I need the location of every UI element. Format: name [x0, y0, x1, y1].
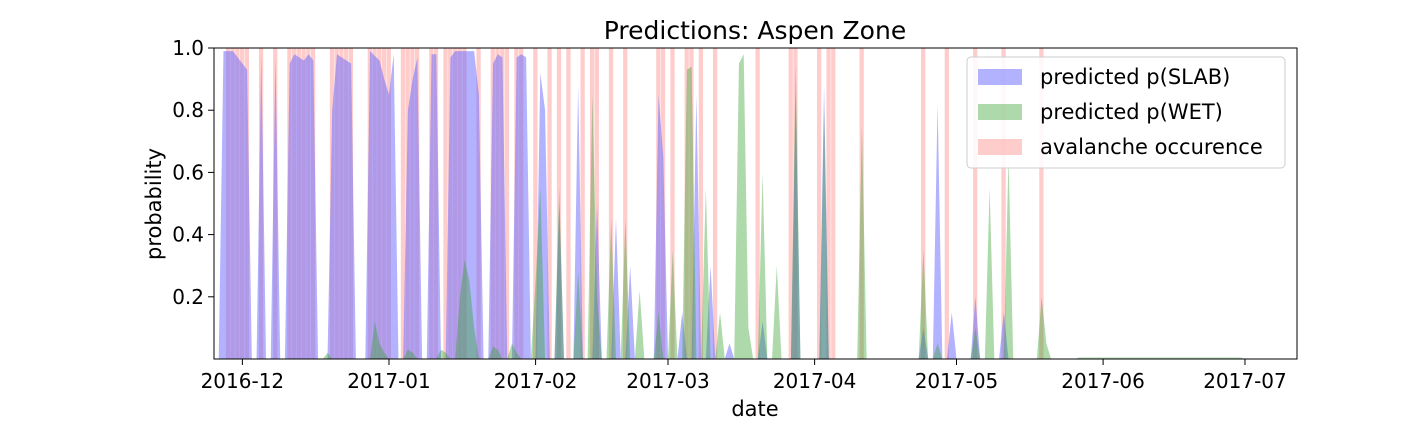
legend-box — [966, 56, 1286, 169]
x-tick-label: 2016-12 — [201, 369, 285, 393]
x-tick-label: 2017-03 — [626, 369, 710, 393]
avalanche-bar — [712, 48, 718, 359]
legend: predicted p(SLAB) predicted p(WET) avala… — [966, 56, 1286, 169]
axes-frame — [213, 47, 1298, 360]
chart-title: Predictions: Aspen Zone — [604, 16, 906, 45]
plot-area — [218, 48, 1245, 360]
avalanche-bar — [788, 48, 793, 359]
avalanche-bar — [859, 48, 864, 359]
x-tick-label: 2017-01 — [347, 369, 431, 393]
avalanche-bar — [944, 48, 949, 359]
legend-label-slab: predicted p(SLAB) — [1040, 65, 1230, 89]
legend-label-wet: predicted p(WET) — [1040, 100, 1223, 124]
avalanche-bar — [698, 48, 704, 359]
avalanche-bar — [566, 48, 571, 359]
avalanche-bar — [443, 48, 448, 359]
legend-swatch-slab — [978, 69, 1022, 85]
y-axis-label: probability — [142, 148, 166, 260]
legend-swatch-avalanche — [978, 139, 1022, 155]
x-tick-label: 2017-04 — [773, 369, 857, 393]
avalanche-bar — [400, 48, 406, 359]
y-axis: 0.2 0.4 0.6 0.8 1.0 — [172, 36, 214, 309]
avalanche-bar — [689, 48, 694, 359]
x-tick-label: 2017-02 — [494, 369, 578, 393]
y-tick-label: 0.8 — [172, 98, 204, 122]
y-tick-label: 0.4 — [172, 223, 204, 247]
x-tick-label: 2017-05 — [915, 369, 999, 393]
avalanche-bar — [608, 48, 614, 359]
x-tick-label: 2017-06 — [1061, 369, 1145, 393]
avalanche-bar — [1039, 48, 1044, 359]
avalanche-bar — [589, 48, 595, 359]
avalanche-bar — [556, 48, 562, 359]
avalanche-bar — [816, 48, 822, 359]
avalanche-bar — [547, 48, 552, 359]
avalanche-bar — [831, 48, 836, 359]
avalanche-bar — [973, 48, 978, 359]
avalanche-bar — [670, 48, 675, 359]
y-tick-label: 1.0 — [172, 36, 204, 60]
avalanche-bar — [1001, 48, 1006, 359]
avalanche-bar — [921, 48, 926, 359]
y-tick-label: 0.2 — [172, 285, 204, 309]
legend-swatch-wet — [978, 104, 1022, 120]
x-axis-label: date — [731, 397, 778, 421]
avalanche-bar — [504, 48, 510, 359]
avalanche-bar — [533, 48, 538, 359]
legend-label-avalanche: avalanche occurence — [1040, 135, 1263, 159]
avalanche-bar — [580, 48, 585, 359]
x-axis: 2016-12 2017-01 2017-02 2017-03 2017-04 2017-… — [201, 359, 1287, 393]
avalanche-bar — [755, 48, 760, 359]
avalanche-bar — [826, 48, 831, 359]
series-area-slab — [218, 51, 1009, 360]
avalanche-bar — [594, 48, 599, 359]
y-tick-label: 0.6 — [172, 160, 204, 184]
avalanche-bar — [623, 48, 628, 359]
avalanche-bar — [684, 48, 689, 359]
x-tick-label: 2017-07 — [1203, 369, 1287, 393]
